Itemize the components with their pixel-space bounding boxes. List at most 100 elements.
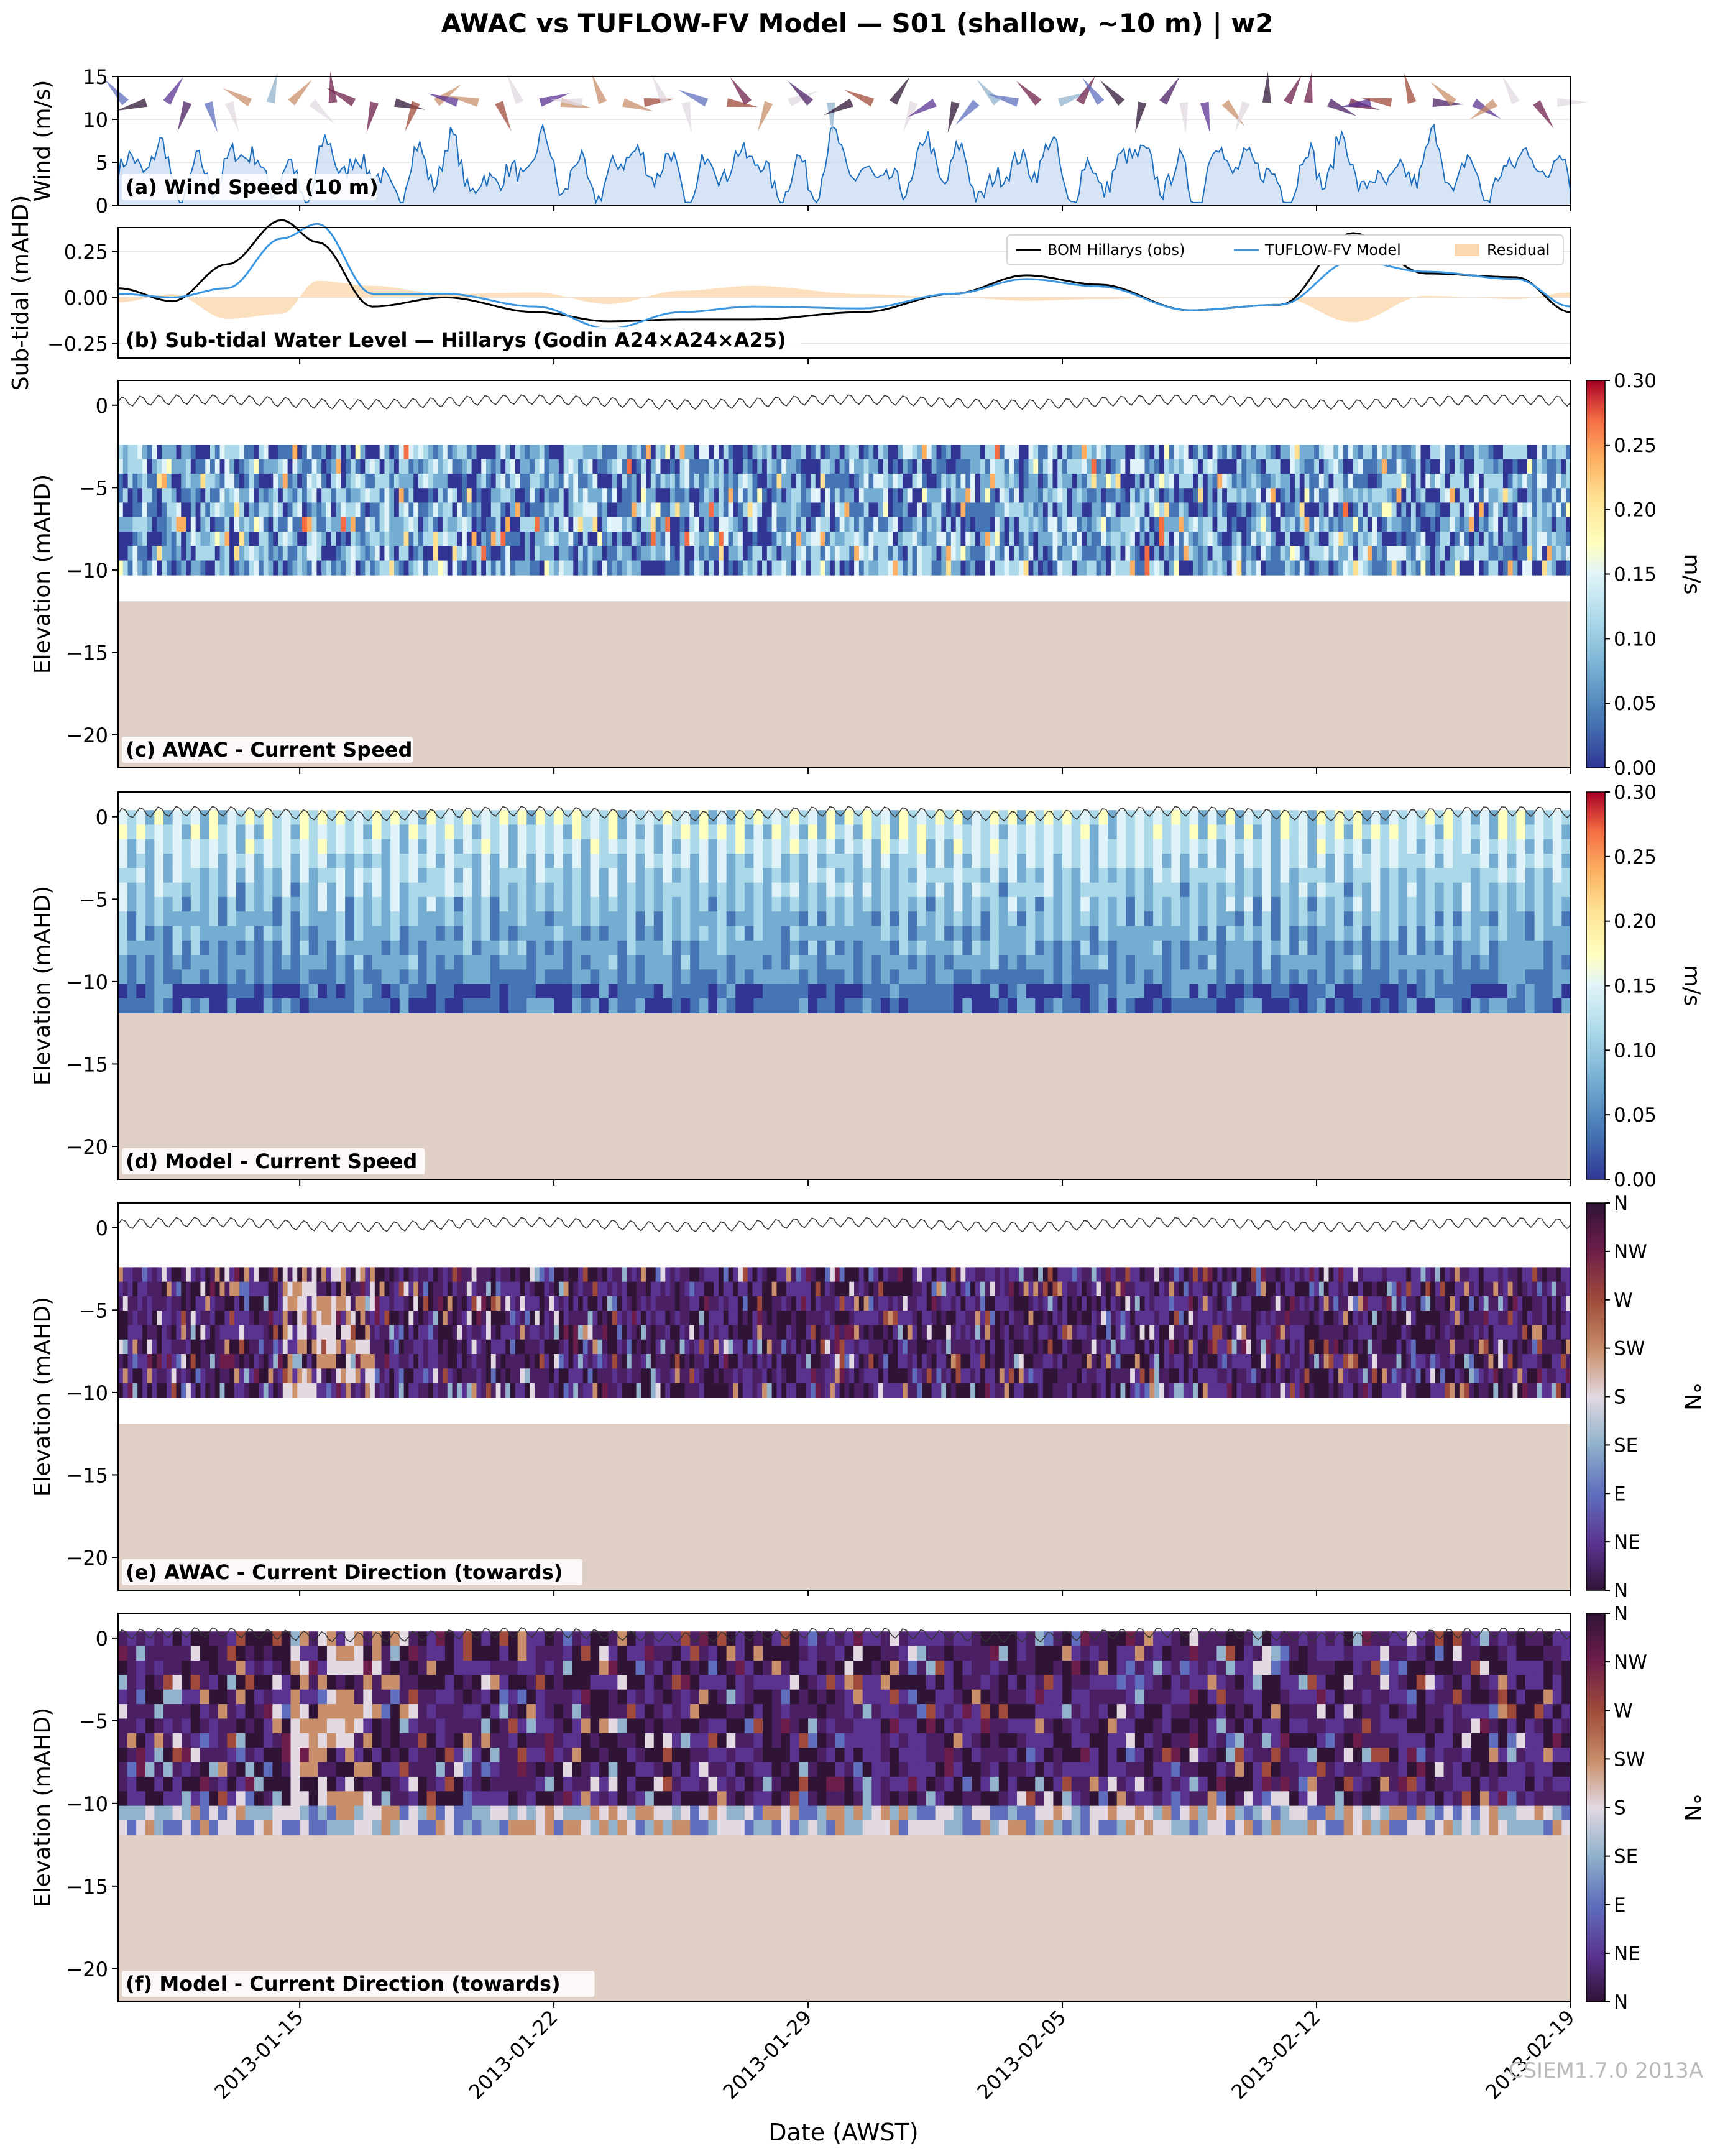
wind-direction-arrow <box>726 98 758 108</box>
y-axis-label: Wind (m/s) <box>30 80 55 202</box>
colorbar-tick-label: 0.05 <box>1614 693 1657 715</box>
colorbar-f: N NW W SW S SE E NE N °N <box>1586 1603 1704 2014</box>
y-tick-label: −5 <box>79 476 108 500</box>
colorbar-tick-label: 0.15 <box>1614 975 1657 998</box>
y-tick-label: 5 <box>96 151 108 175</box>
wind-direction-arrow <box>163 76 184 105</box>
wind-direction-arrow <box>890 76 910 105</box>
plot-frame <box>117 1202 1571 1591</box>
axes-f: 0 −5 −10 −15 −20 Elevation (mAHD) (f) Model - … <box>30 1613 1571 2008</box>
x-tick-label: 2013-02-12 <box>1226 2006 1325 2104</box>
watermark: CSIEM1.7.0 2013A <box>1509 2058 1703 2083</box>
colorbar-tick-label: 0.00 <box>1614 1169 1657 1191</box>
y-axis-label: Elevation (mAHD) <box>30 1708 55 1907</box>
colorbar-tick-label: SE <box>1614 1846 1638 1868</box>
water-surface-line <box>117 1217 1571 1233</box>
axes-d: 0 −5 −10 −15 −20 Elevation (mAHD) (d) Model - … <box>30 791 1571 1186</box>
colorbar-tick-label: E <box>1614 1483 1626 1505</box>
wind-direction-arrow <box>288 79 313 106</box>
y-tick-label: −20 <box>66 1958 108 1981</box>
colorbar-tick-label: 0.20 <box>1614 499 1657 522</box>
wind-direction-arrow <box>177 101 192 132</box>
wind-direction-arrow <box>434 84 462 106</box>
wind-direction-arrow <box>988 94 1019 107</box>
wind-direction-arrow <box>551 98 582 107</box>
wind-direction-arrow <box>622 98 653 112</box>
legend-residual-label: Residual <box>1487 241 1550 259</box>
y-tick-label: 0 <box>96 1627 108 1651</box>
x-tick-label: 2013-01-22 <box>464 2006 562 2104</box>
colorbar-label: °N <box>1679 1794 1704 1822</box>
y-tick-label: 0.25 <box>64 240 108 264</box>
y-tick-label: −10 <box>66 1792 108 1816</box>
wind-direction-arrow <box>844 90 875 107</box>
wind-direction-arrow <box>1469 99 1498 121</box>
colorbar-tick-label: NE <box>1614 1531 1640 1554</box>
wind-direction-arrow <box>204 101 218 132</box>
y-tick-label: −0.25 <box>47 332 108 356</box>
wind-direction-arrow <box>1135 101 1147 133</box>
panel-f <box>117 1613 1571 2002</box>
colorbar-label: m/s <box>1679 554 1704 595</box>
colorbar-tick-label: 0.30 <box>1614 370 1657 392</box>
y-tick-label: −20 <box>66 724 108 747</box>
wind-direction-arrow <box>224 101 239 132</box>
panel-label: (c) AWAC - Current Speed <box>126 738 412 762</box>
wind-direction-arrow <box>903 101 918 132</box>
colorbar-tick-label: NW <box>1614 1651 1647 1674</box>
wind-direction-arrow <box>788 81 814 106</box>
panel-label: (f) Model - Current Direction (towards) <box>126 1972 561 1996</box>
colorbar-tick-label: S <box>1614 1386 1626 1409</box>
y-tick-label: −20 <box>66 1546 108 1570</box>
y-tick-label: 0 <box>96 806 108 829</box>
colorbar-tick-label: 0.00 <box>1614 757 1657 780</box>
colorbar-scale <box>1586 1202 1606 1591</box>
y-tick-label: −15 <box>66 1463 108 1487</box>
colorbar-tick-label: N <box>1614 1603 1628 1625</box>
y-axis-label: Elevation (mAHD) <box>30 1297 55 1496</box>
figure-title: AWAC vs TUFLOW-FV Model — S01 (shallow, … <box>441 8 1274 39</box>
panel-e <box>117 1203 1571 1590</box>
wind-fill <box>118 124 1571 205</box>
wind-direction-arrow <box>681 101 692 134</box>
wind-direction-arrow <box>222 88 252 107</box>
y-tick-label: 15 <box>83 65 108 89</box>
colorbar-tick-label: SW <box>1614 1748 1645 1771</box>
colorbar-tick-label: 0.20 <box>1614 911 1657 933</box>
axes-c: 0 −5 −10 −15 −20 Elevation (mAHD) (c) AWAC - C… <box>30 380 1571 774</box>
colorbar-tick-label: W <box>1614 1700 1633 1722</box>
wind-direction-arrow <box>309 99 335 124</box>
x-tick-label: 2013-02-05 <box>972 2006 1070 2104</box>
y-tick-label: −15 <box>66 1875 108 1899</box>
colorbar-tick-label: N <box>1614 1580 1628 1602</box>
wind-direction-arrow <box>1360 98 1392 107</box>
wind-direction-arrow <box>1502 75 1520 105</box>
wind-direction-arrow <box>955 99 980 126</box>
wind-direction-arrow <box>326 87 356 107</box>
wind-direction-arrow <box>495 101 512 131</box>
plot-frame <box>117 76 1571 206</box>
colorbar-label: m/s <box>1679 965 1704 1007</box>
legend-obs-label: BOM Hillarys (obs) <box>1047 241 1185 259</box>
panel-c <box>117 380 1571 768</box>
water-surface-line <box>117 1627 1571 1643</box>
x-tick-label: 2013-01-15 <box>209 2006 308 2104</box>
wind-direction-arrow <box>507 74 524 104</box>
colorbar-tick-label: N <box>1614 1192 1628 1215</box>
wind-direction-arrow <box>1557 98 1589 107</box>
wind-direction-arrow <box>427 93 459 107</box>
colorbar-tick-label: NW <box>1614 1241 1647 1263</box>
y-tick-label: −10 <box>66 970 108 994</box>
colorbar-tick-label: N <box>1614 1991 1628 2014</box>
wind-direction-arrow <box>266 72 278 104</box>
wind-direction-arrow <box>730 77 752 106</box>
y-axis-label: Sub-tidal (mAHD) <box>8 195 34 391</box>
wind-direction-arrow <box>823 98 854 116</box>
water-surface-line <box>117 806 1571 822</box>
y-tick-label: −10 <box>66 1381 108 1405</box>
colorbar-tick-label: 0.10 <box>1614 628 1657 650</box>
y-axis-label: Elevation (mAHD) <box>30 474 55 674</box>
panel-label: (d) Model - Current Speed <box>126 1149 417 1173</box>
wind-direction-arrow <box>1159 76 1180 105</box>
